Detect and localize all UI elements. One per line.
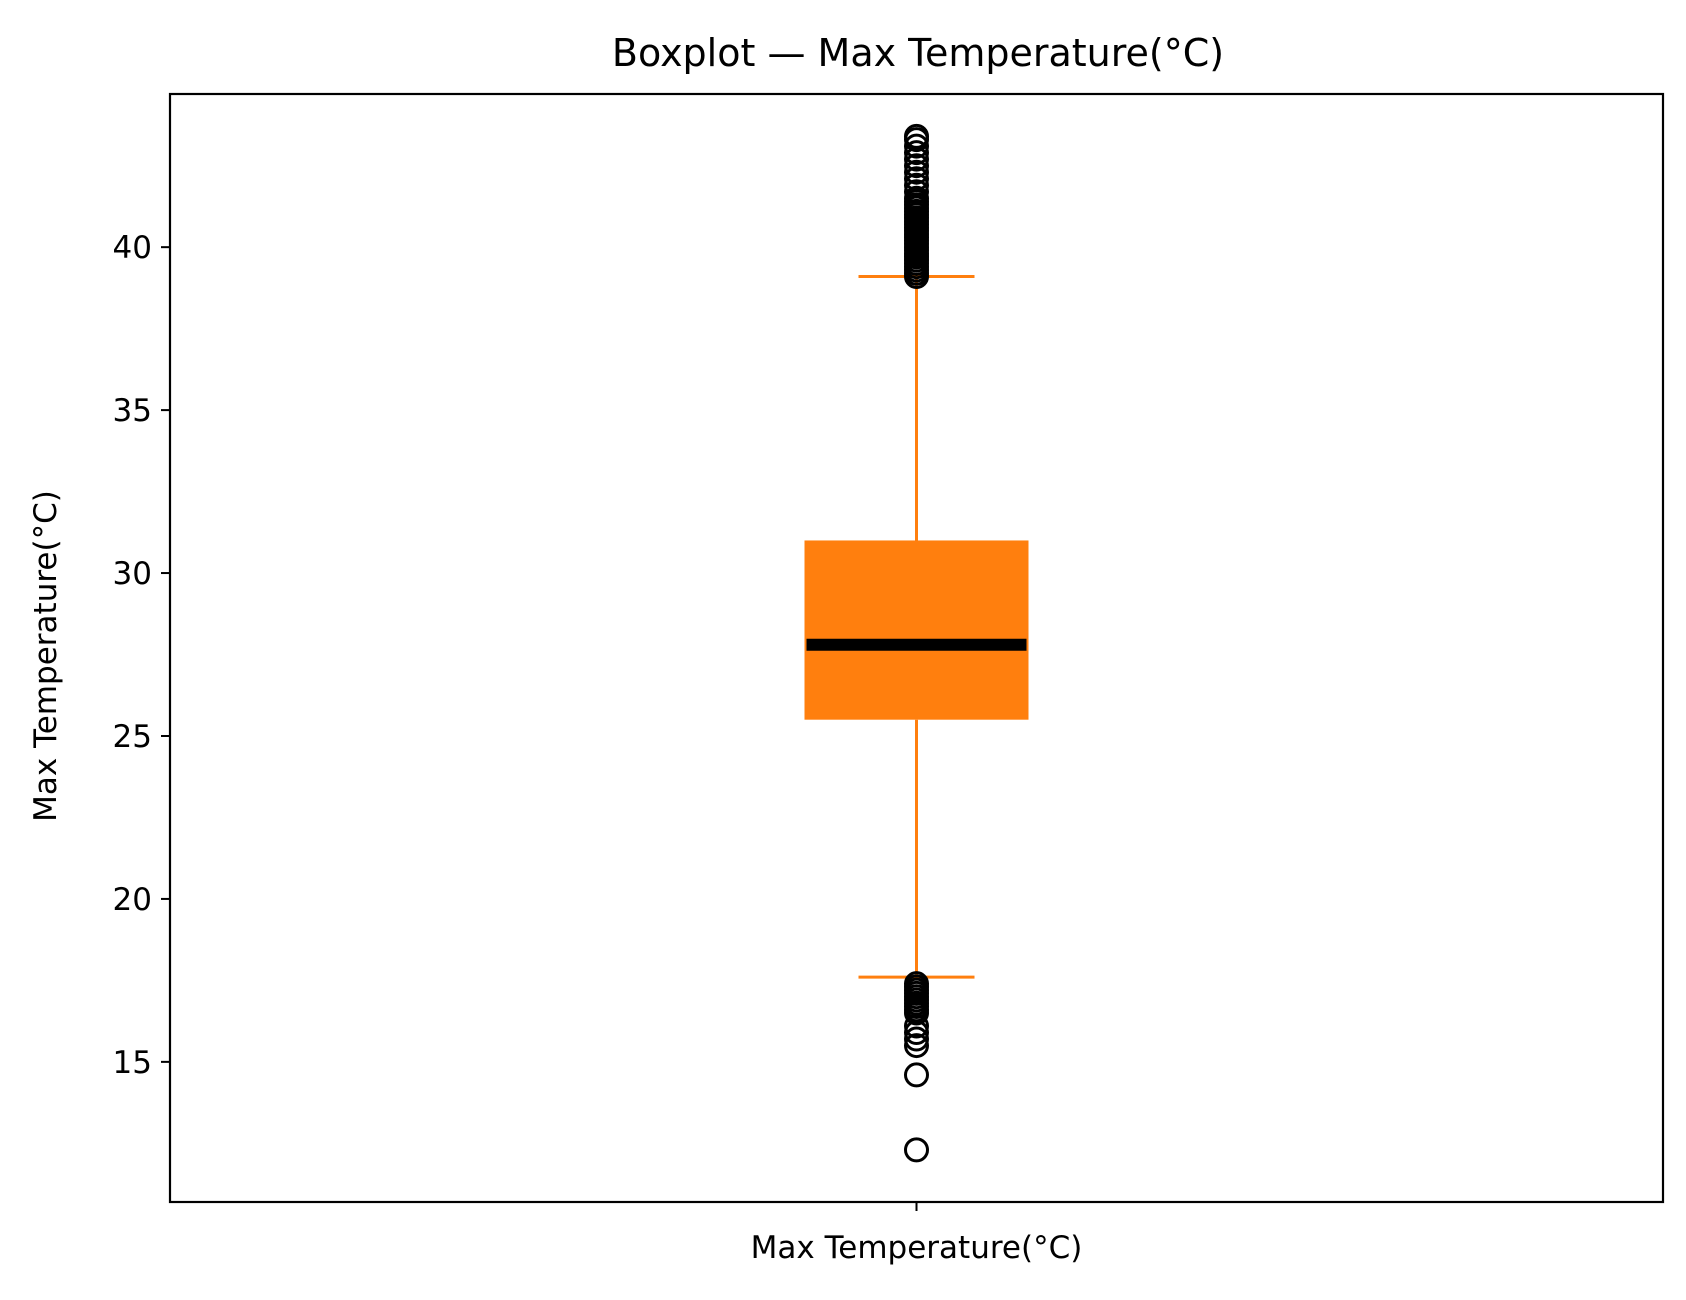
outlier-point: [904, 123, 929, 149]
outlier-point: [904, 185, 929, 211]
y-tick-label: 25: [113, 719, 152, 755]
outlier-point: [904, 159, 929, 185]
box-iqr: [804, 540, 1029, 720]
outlier-point: [904, 1033, 929, 1059]
outlier-point: [904, 1013, 929, 1039]
outlier-point: [904, 1000, 929, 1026]
outlier-point: [904, 140, 929, 166]
y-axis-label: Max Temperature(°C): [28, 490, 64, 822]
axes-frame: [168, 92, 1665, 1204]
chart-title: Boxplot — Max Temperature(°C): [612, 31, 1224, 75]
outlier-point: [904, 1062, 929, 1088]
outlier-point: [904, 133, 929, 159]
y-tick-label: 30: [113, 556, 152, 592]
y-tick-label: 20: [113, 882, 152, 918]
outlier-point: [904, 1026, 929, 1052]
outlier-point: [904, 1137, 929, 1163]
outlier-point: [904, 153, 929, 179]
plot-area: 15 20 25 30 35 40 Max Temperature(°C): [113, 123, 1083, 1266]
outlier-point: [904, 166, 929, 192]
outlier-point: [904, 172, 929, 198]
y-tick-label: 35: [113, 393, 152, 429]
outlier-point: [904, 1020, 929, 1046]
x-tick-label: Max Temperature(°C): [751, 1230, 1083, 1266]
y-tick-label: 15: [113, 1045, 152, 1081]
y-tick-label: 40: [113, 230, 152, 266]
outlier-point: [904, 179, 929, 205]
